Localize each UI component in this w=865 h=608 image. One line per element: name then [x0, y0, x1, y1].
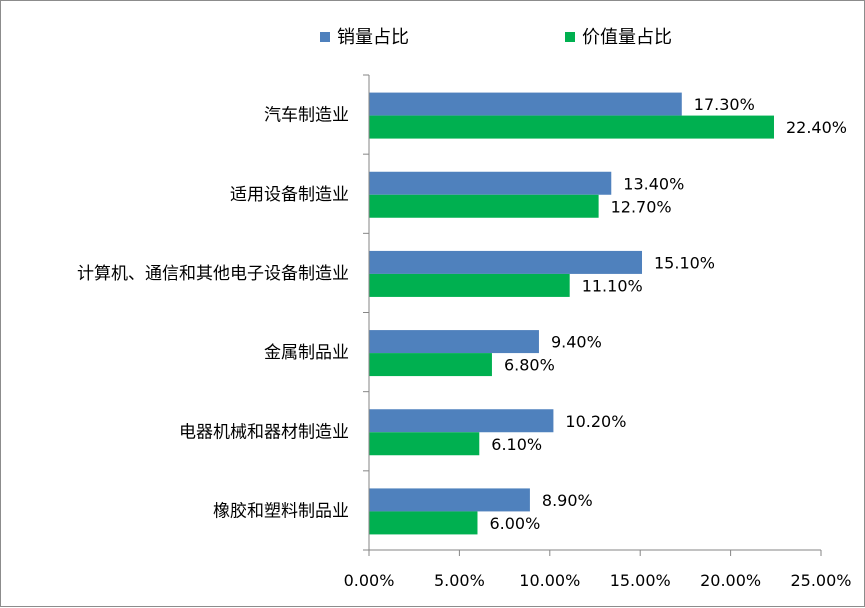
bar-s1-c1	[369, 92, 682, 116]
data-label-s2-c4: 6.80%	[504, 356, 555, 375]
bar-s2-c6	[369, 511, 478, 535]
category-labels: 汽车制造业适用设备制造业计算机、通信和其他电子设备制造业金属制品业电器机械和器材…	[77, 106, 349, 522]
category-label-5: 电器机械和器材制造业	[179, 422, 349, 442]
data-label-s1-c4: 9.40%	[551, 333, 602, 352]
bar-s1-c2	[369, 171, 612, 195]
data-label-s1-c3: 15.10%	[654, 253, 715, 272]
x-tick-label-3: 10.00%	[519, 571, 580, 590]
bar-s1-c4	[369, 330, 539, 354]
legend-label-1: 销量占比	[337, 27, 409, 48]
data-label-s2-c1: 22.40%	[786, 118, 847, 137]
bar-s2-c1	[369, 115, 774, 139]
bar-s2-c5	[369, 432, 480, 456]
bar-s1-c6	[369, 488, 530, 512]
bar-s2-c3	[369, 273, 570, 297]
x-tick-label-4: 15.00%	[610, 571, 671, 590]
x-tick-label-6: 25.00%	[790, 571, 851, 590]
data-label-s1-c1: 17.30%	[694, 95, 755, 114]
category-label-4: 金属制品业	[264, 343, 349, 363]
legend-swatch-2	[565, 32, 575, 42]
bar-s1-c5	[369, 409, 554, 433]
x-tick-label-1: 0.00%	[344, 571, 395, 590]
x-tick-label-5: 20.00%	[700, 571, 761, 590]
bar-s2-c2	[369, 194, 599, 218]
data-label-s1-c2: 13.40%	[623, 174, 684, 193]
legend-label-2: 价值量占比	[582, 27, 672, 48]
data-label-s1-c6: 8.90%	[542, 491, 593, 510]
data-label-s1-c5: 10.20%	[565, 412, 626, 431]
category-label-6: 橡胶和塑料制品业	[213, 501, 349, 521]
data-labels: 17.30% 22.40% 13.40% 12.70% 15.10% 11.10% 9.40…	[489, 95, 847, 533]
data-label-s2-c2: 12.70%	[611, 197, 672, 216]
data-label-s2-c6: 6.00%	[489, 514, 540, 533]
x-tick-labels: 0.00% 5.00% 10.00% 15.00% 20.00% 25.00%	[344, 571, 852, 590]
axes	[363, 74, 822, 556]
legend: 销量占比 价值量占比	[320, 27, 672, 48]
data-label-s2-c5: 6.10%	[491, 435, 542, 454]
legend-swatch-1	[320, 32, 330, 42]
category-label-2: 适用设备制造业	[230, 185, 349, 205]
bar-s2-c4	[369, 353, 492, 377]
data-label-s2-c3: 11.10%	[582, 276, 643, 295]
category-label-1: 汽车制造业	[264, 106, 349, 126]
bar-s1-c3	[369, 250, 643, 274]
category-label-3: 计算机、通信和其他电子设备制造业	[77, 264, 349, 284]
bars	[369, 92, 774, 535]
x-tick-label-2: 5.00%	[434, 571, 485, 590]
